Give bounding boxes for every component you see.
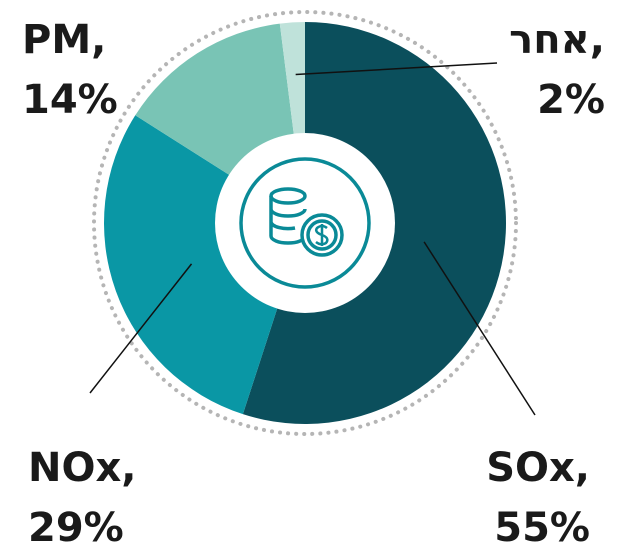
category-label: אחר,: [509, 17, 605, 63]
value-label: 29%: [28, 505, 124, 551]
value-label: 14%: [22, 77, 118, 123]
category-label: SOx,: [486, 445, 590, 491]
value-label: 55%: [494, 505, 590, 551]
labels: SOx, 55% NOx, 29% PM, 14% אחר, 2%: [22, 17, 605, 551]
leader-line: [89, 263, 193, 394]
leader-line: [295, 62, 498, 76]
value-label: 2%: [537, 77, 605, 123]
category-label: PM,: [22, 17, 106, 63]
dotted-ring: [92, 10, 518, 436]
leader-line: [423, 241, 536, 416]
category-label: NOx,: [28, 445, 136, 491]
pie-slice: [104, 115, 306, 415]
coin-icon: [239, 157, 371, 289]
